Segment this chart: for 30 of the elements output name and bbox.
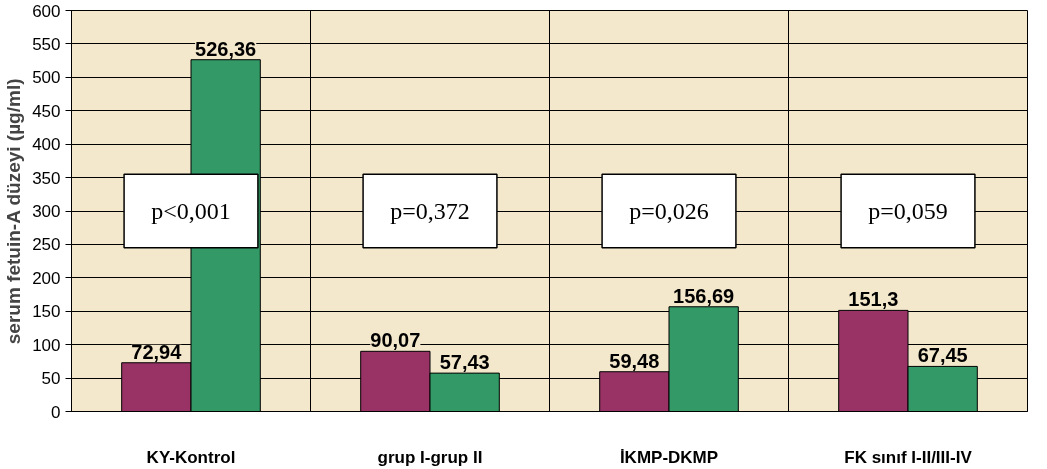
annotation: p=0,059 xyxy=(868,198,948,224)
annotation: p=0,026 xyxy=(629,198,709,224)
data-label: 67,45 xyxy=(917,344,968,367)
annotation: p<0,001 xyxy=(151,198,231,224)
x-tick-label: grup I-grup II xyxy=(377,447,483,467)
y-tick-label: 300 xyxy=(32,202,61,221)
y-tick-label: 550 xyxy=(32,34,61,54)
data-label: 57,43 xyxy=(439,351,490,374)
annotation: p=0,372 xyxy=(390,198,470,224)
data-label: 526,36 xyxy=(195,37,257,60)
y-tick-label: 600 xyxy=(32,1,61,21)
y-tick-label: 400 xyxy=(32,135,61,155)
y-tick-label: 150 xyxy=(32,302,61,322)
x-tick-label: FK sınıf I-II/III-IV xyxy=(844,447,973,467)
y-tick-label: 450 xyxy=(32,101,61,121)
y-axis-title: serum fetuin-A düzeyi (µg/ml) xyxy=(3,78,25,345)
x-tick-label: İKMP-DKMP xyxy=(619,447,719,467)
data-label: 156,69 xyxy=(673,284,735,307)
y-tick-label: 0 xyxy=(51,402,61,422)
y-tick-label: 50 xyxy=(41,369,61,389)
data-label: 72,94 xyxy=(131,340,183,363)
y-tick-label: 250 xyxy=(32,235,61,255)
y-tick-label: 500 xyxy=(32,68,61,88)
x-tick-label: KY-Kontrol xyxy=(146,447,236,467)
y-tick-label: 100 xyxy=(32,335,61,355)
y-tick-label: 350 xyxy=(32,168,61,188)
data-label: 151,3 xyxy=(848,288,899,311)
data-label: 90,07 xyxy=(370,329,421,352)
y-tick-label: 200 xyxy=(32,268,61,288)
data-label: 59,48 xyxy=(609,349,660,372)
